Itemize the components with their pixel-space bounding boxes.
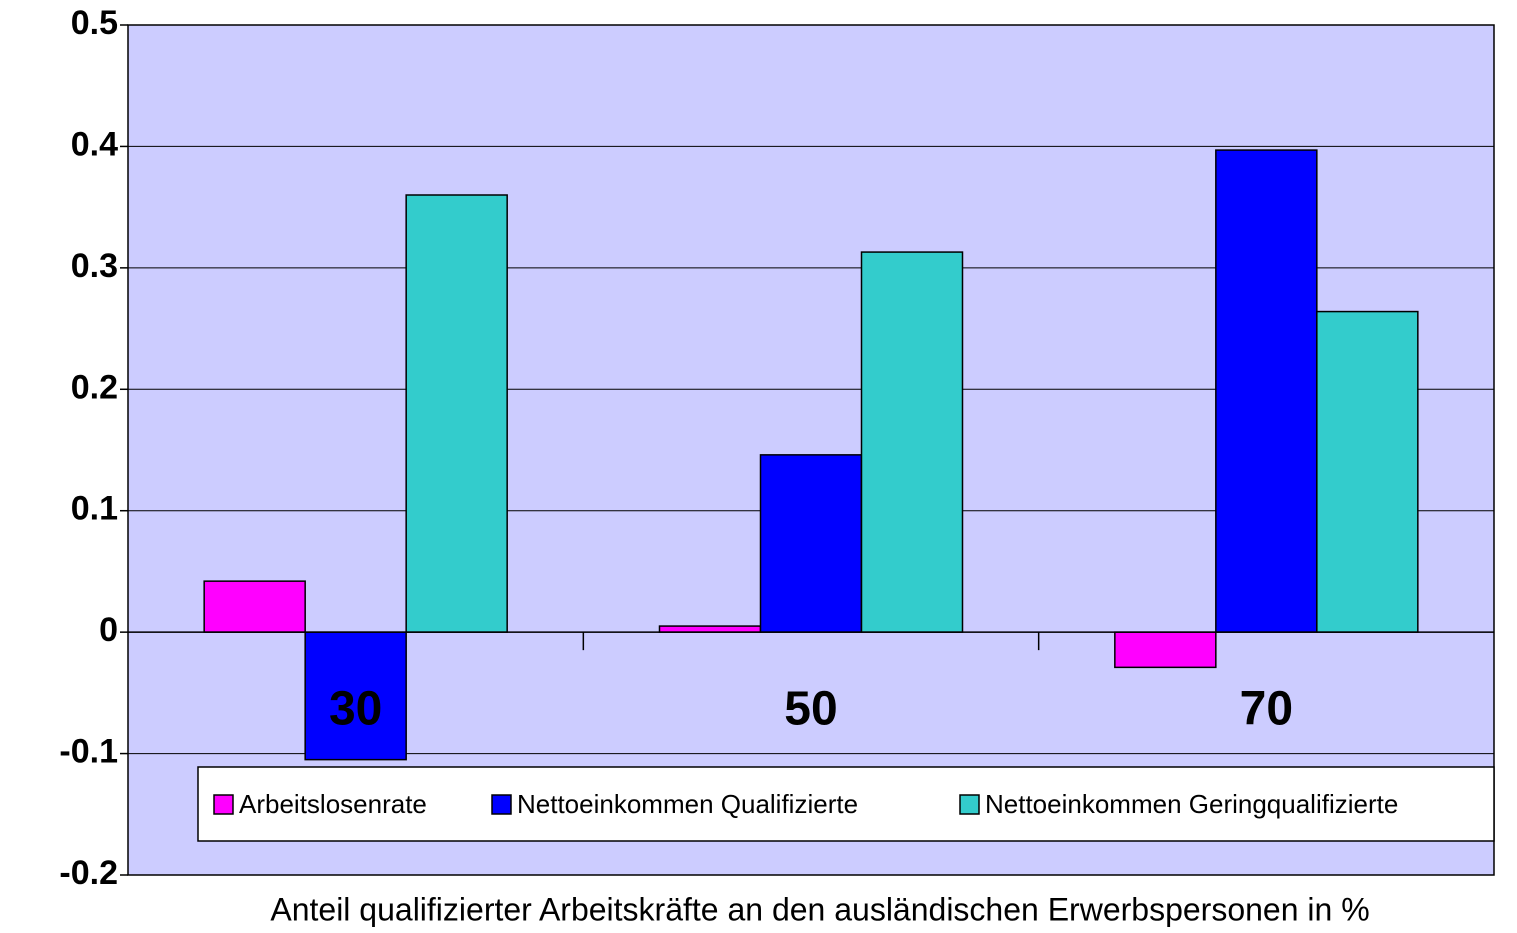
y-tick-label: -0.1 (59, 733, 118, 771)
y-tick-label: 0.2 (71, 368, 118, 406)
legend-label: Arbeitslosenrate (239, 789, 427, 819)
bar (304, 631, 407, 761)
bar (1114, 631, 1217, 669)
y-tick-label: 0.1 (71, 490, 118, 528)
legend-label: Nettoeinkommen Qualifizierte (517, 789, 858, 819)
legend-swatch (959, 794, 980, 815)
y-tick-label: 0 (99, 611, 118, 649)
x-axis-title: Anteil qualifizierter Arbeitskräfte an d… (270, 891, 1369, 927)
bar (1215, 149, 1318, 633)
x-tick-label: 50 (784, 683, 837, 736)
y-tick-label: 0.3 (71, 247, 118, 285)
y-tick-label: 0.5 (71, 4, 118, 42)
y-tick-label: -0.2 (59, 854, 118, 892)
bar (203, 580, 306, 633)
x-tick-label: 70 (1240, 683, 1293, 736)
bar (759, 454, 863, 633)
legend-swatch (491, 794, 512, 815)
bar (405, 194, 508, 633)
bar (860, 251, 964, 633)
legend-label: Nettoeinkommen Geringqualifizierte (985, 789, 1398, 819)
legend-box (197, 766, 1495, 842)
legend-swatch (213, 794, 234, 815)
y-tick-label: 0.4 (71, 125, 118, 163)
bar (1316, 310, 1419, 633)
bar (658, 625, 762, 633)
x-tick-label: 30 (329, 683, 382, 736)
